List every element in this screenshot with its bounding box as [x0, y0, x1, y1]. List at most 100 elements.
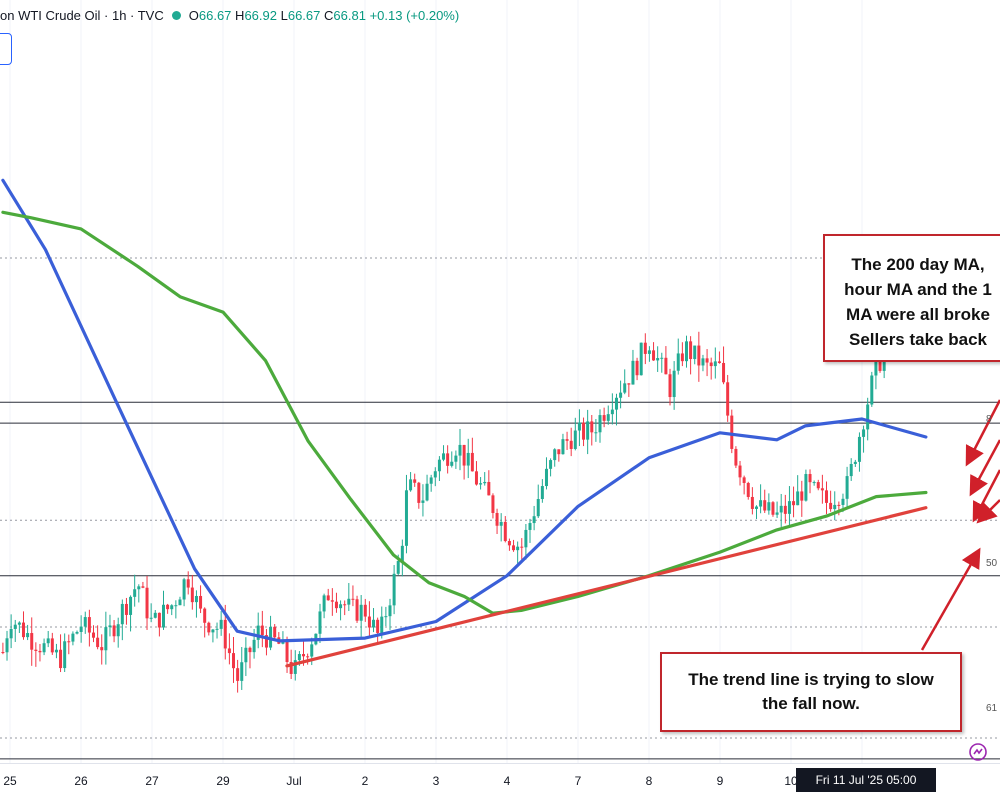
candle-body — [516, 546, 520, 551]
candle-body — [59, 649, 63, 669]
candle-body — [569, 440, 573, 449]
candle-body — [820, 488, 824, 491]
candle-body — [549, 460, 553, 469]
series-line — [1, 178, 928, 643]
x-tick-label: 4 — [503, 774, 511, 788]
candle-body — [351, 598, 355, 600]
candle-body — [672, 370, 676, 398]
candle-body — [91, 632, 95, 638]
candle-body — [13, 624, 17, 629]
candle-body — [693, 345, 697, 360]
candle-body — [273, 626, 277, 638]
candle-body — [631, 360, 635, 385]
candle-body — [429, 477, 433, 484]
candle-body — [252, 639, 256, 653]
candle-body — [483, 481, 487, 484]
chart-legend: on WTI Crude Oil · 1h · TVC O66.67 H66.9… — [0, 8, 459, 23]
candle-body — [211, 629, 215, 633]
candle-body — [318, 611, 322, 634]
candle-body — [289, 662, 293, 674]
candle-body — [50, 638, 54, 653]
candle-body — [137, 586, 141, 590]
candle-body — [503, 521, 507, 542]
candle-body — [400, 545, 404, 562]
candle-body — [520, 546, 524, 548]
candle-body — [812, 482, 816, 484]
candle-body — [524, 529, 528, 548]
candle-body — [293, 660, 297, 674]
candle-body — [689, 341, 693, 360]
change-value: +0.13 (+0.20%) — [369, 8, 460, 23]
candle-body — [639, 342, 643, 376]
candle-body — [783, 505, 787, 514]
callout-ma-break: The 200 day MA, hour MA and the 1 MA wer… — [823, 234, 1000, 362]
close-value: 66.81 — [333, 8, 366, 23]
candle-body — [857, 436, 861, 462]
candle-body — [479, 483, 483, 485]
callout-line: Sellers take back — [849, 330, 987, 349]
candle-body — [83, 617, 87, 627]
candle-body — [512, 545, 516, 551]
crosshair-time-label: Fri 11 Jul '25 05:00 — [796, 768, 936, 792]
candle-body — [34, 649, 38, 651]
candle-body — [339, 604, 343, 609]
candle-body — [866, 404, 870, 430]
candle-body — [38, 650, 42, 653]
candle-body — [236, 668, 240, 681]
candle-body — [388, 605, 392, 617]
candle-body — [507, 541, 511, 546]
candle-body — [21, 622, 25, 638]
candle-body — [256, 625, 260, 640]
candle-body — [153, 612, 157, 618]
candle-body — [627, 383, 631, 385]
candle-body — [742, 477, 746, 483]
tradingview-logo-icon[interactable] — [968, 742, 988, 762]
candle-body — [71, 633, 75, 642]
candle-body — [170, 605, 174, 610]
callout-line: MA were all broke — [846, 305, 990, 324]
arrow-line — [969, 439, 1000, 497]
candle-body — [120, 603, 124, 625]
candle-body — [162, 604, 166, 628]
candle-body — [544, 468, 548, 487]
candle-body — [112, 625, 116, 637]
callout-line: the fall now. — [762, 694, 860, 713]
candle-body — [598, 415, 602, 433]
candle-body — [590, 421, 594, 433]
x-tick-label: 25 — [3, 774, 17, 788]
symbol-title[interactable]: on WTI Crude Oil · 1h · TVC — [0, 8, 164, 23]
candle-body — [178, 599, 182, 606]
series-line — [285, 506, 928, 668]
candle-body — [194, 595, 198, 603]
candle-body — [565, 439, 569, 441]
candle-body — [536, 499, 540, 517]
candle-body — [829, 502, 833, 510]
candle-body — [26, 633, 30, 638]
candle-body — [42, 643, 46, 653]
candle-body — [174, 605, 178, 607]
price-axis-label: 61 — [986, 703, 998, 714]
candle-body — [124, 603, 128, 615]
x-tick-label: 2 — [361, 774, 369, 788]
candle-body — [553, 449, 557, 461]
candle-body — [75, 631, 79, 634]
low-label: L — [280, 8, 288, 23]
legend-toggle-button[interactable] — [0, 33, 12, 65]
market-status-icon — [171, 11, 181, 20]
candle-body — [849, 463, 853, 477]
candle-body — [491, 495, 495, 513]
candle-body — [734, 448, 738, 466]
ohlc-values: O66.67 H66.92 L66.67 C66.81 +0.13 (+0.20… — [189, 8, 459, 23]
candle-body — [841, 498, 845, 505]
high-value: 66.92 — [244, 8, 277, 23]
candle-body — [322, 595, 326, 612]
candle-body — [668, 374, 672, 398]
candle-body — [878, 356, 882, 371]
candle-body — [623, 383, 627, 393]
candle-body — [874, 356, 878, 376]
x-tick-label: 7 — [574, 774, 582, 788]
candle-body — [528, 523, 532, 530]
candle-body — [232, 653, 236, 669]
candle-body — [586, 421, 590, 440]
